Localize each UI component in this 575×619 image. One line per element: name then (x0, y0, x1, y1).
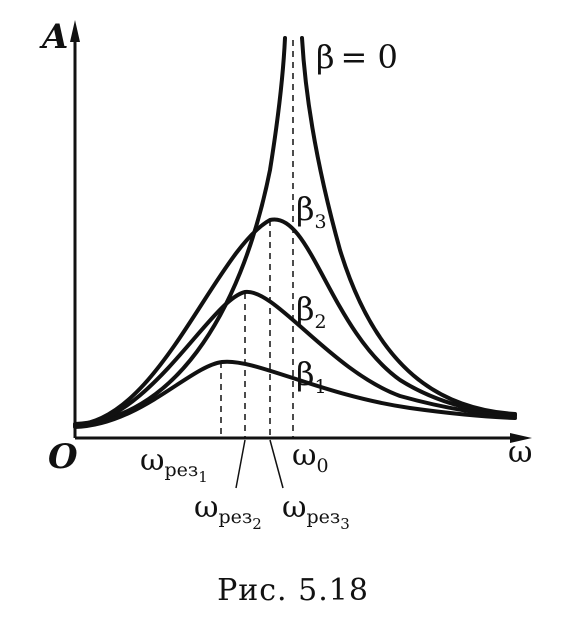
pointer-res2 (235, 439, 246, 489)
figure-caption: Рис. 5.18 (217, 573, 369, 608)
label-beta3-main: β (296, 190, 315, 228)
label-beta2-sub: 2 (315, 311, 327, 333)
curve-beta1 (73, 359, 517, 429)
label-w0: ω0 (292, 438, 329, 477)
curve-beta3 (73, 217, 517, 427)
curve-beta0-right (300, 36, 517, 416)
label-res3-sub: рез (306, 506, 340, 528)
label-res1-main: ω (140, 443, 164, 478)
label-beta3-sub: 3 (315, 211, 327, 233)
label-beta0-rest: = 0 (341, 38, 398, 76)
curves (73, 36, 517, 429)
label-res2-sub: рез (218, 506, 252, 528)
curve-beta2 (73, 289, 517, 428)
label-beta1-sub: 1 (315, 376, 327, 398)
label-beta0-main: β (316, 38, 335, 76)
label-res1: ωрез1 (140, 443, 208, 486)
x-axis-arrow (510, 433, 532, 443)
label-beta1: β1 (296, 355, 327, 398)
label-beta0: β = 0 (316, 38, 398, 76)
origin-label: O (48, 437, 78, 477)
guide-lines (220, 40, 294, 438)
label-beta3: β3 (296, 190, 327, 233)
axes (70, 20, 532, 443)
axis-x-label: ω (508, 435, 532, 470)
label-res2-subsub: 2 (252, 515, 262, 533)
pointer-res3 (269, 439, 284, 489)
axis-y-label: A (39, 17, 68, 57)
label-beta2: β2 (296, 290, 327, 333)
label-w0-main: ω (292, 438, 316, 473)
label-res1-sub: рез (164, 459, 198, 481)
label-w0-sub: 0 (316, 455, 328, 477)
pointer-lines (235, 439, 284, 489)
label-beta2-main: β (296, 290, 315, 328)
label-beta1-main: β (296, 355, 315, 393)
label-res2: ωрез2 (194, 490, 262, 533)
y-axis-arrow (70, 20, 80, 42)
label-res3: ωрез3 (282, 490, 350, 533)
label-res2-main: ω (194, 490, 218, 525)
label-res1-subsub: 1 (198, 468, 208, 486)
label-res3-main: ω (282, 490, 306, 525)
label-res3-subsub: 3 (340, 515, 350, 533)
